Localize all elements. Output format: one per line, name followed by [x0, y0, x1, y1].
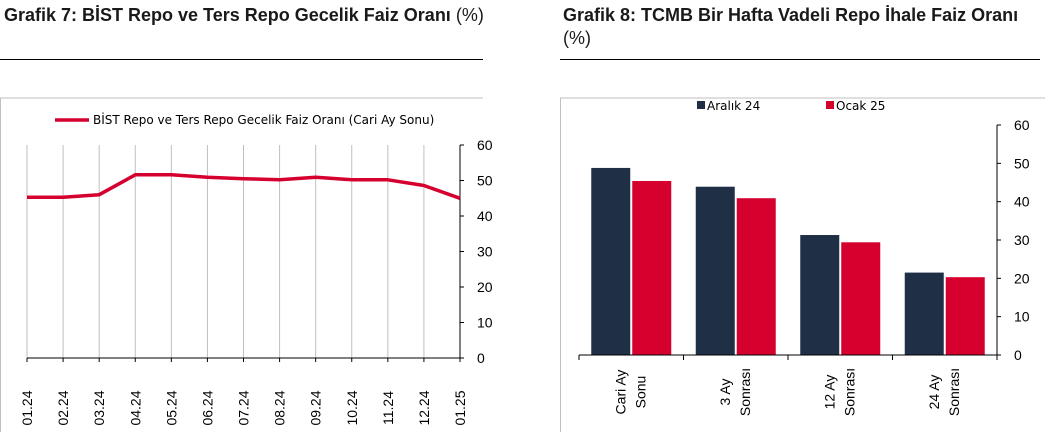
chart8-title-main: Grafik 8: TCMB Bir Hafta Vadeli Repo İha…: [563, 5, 1019, 25]
chart7-y-tick-label: 30: [477, 244, 493, 260]
chart7-x-tick-label: 02.24: [55, 390, 71, 425]
chart8-y-tick-label: 10: [1014, 309, 1030, 325]
chart7-x-tick-label: 03.24: [91, 390, 107, 425]
chart7-y-tick-label: 20: [477, 279, 493, 295]
chart7-x-tick-label: 11.24: [380, 391, 396, 425]
chart8-x-tick-label: 24 Ay: [926, 375, 942, 410]
chart8-x-tick-label: Sonrası: [841, 368, 857, 416]
chart7-y-tick-label: 40: [477, 208, 493, 224]
chart8-title-rule: [560, 59, 1040, 60]
chart8-legend-label: Ocak 25: [836, 99, 885, 113]
chart7-y-tick-label: 0: [477, 350, 485, 366]
chart7-legend-label: BİST Repo ve Ters Repo Gecelik Faiz Oran…: [93, 112, 434, 127]
chart7-x-tick-label: 04.24: [127, 390, 143, 425]
chart8-legend-swatch: [826, 101, 834, 109]
chart8-y-tick-label: 50: [1014, 155, 1030, 171]
chart8-y-tick-label: 60: [1014, 117, 1030, 133]
chart7-x-tick-label: 08.24: [272, 390, 288, 425]
chart7-x-tick-label: 10.24: [344, 390, 360, 425]
chart8-x-tick-label: 12 Ay: [821, 375, 837, 410]
chart8-y-tick-label: 30: [1014, 232, 1030, 248]
chart7-x-tick-label: 07.24: [236, 390, 252, 425]
chart8-x-tick-label: Cari Ay: [612, 370, 628, 415]
chart7-x-tick-label: 12.24: [416, 390, 432, 425]
chart7-y-tick-label: 60: [477, 137, 493, 153]
chart8-bar: [945, 277, 985, 355]
chart8-x-tick-label: 3 Ay: [717, 379, 733, 406]
chart7-x-tick-label: 05.24: [163, 390, 179, 425]
chart8-bar: [736, 198, 776, 355]
chart7-x-tick-label: 06.24: [199, 390, 215, 425]
chart7-title-main: Grafik 7: BİST Repo ve Ters Repo Gecelik…: [4, 5, 451, 25]
chart8-title-unit: (%): [563, 28, 591, 48]
chart8-bar: [632, 180, 672, 355]
chart7-y-tick-label: 10: [477, 315, 493, 331]
chart7-x-tick-label: 01.25: [452, 390, 468, 425]
chart7-series-line: [27, 173, 461, 200]
chart8-legend-swatch: [697, 101, 705, 109]
chart7-title-unit: (%): [455, 5, 484, 25]
chart8-bar: [800, 235, 840, 355]
chart8-y-tick-label: 0: [1014, 347, 1022, 363]
chart8-y-tick-label: 40: [1014, 194, 1030, 210]
chart8-y-tick-label: 20: [1014, 270, 1030, 286]
chart7-y-tick-label: 50: [477, 173, 493, 189]
chart8-x-tick-label: Sonu: [632, 376, 648, 409]
chart7-x-tick-label: 09.24: [308, 390, 324, 425]
chart8-bar: [904, 272, 944, 355]
chart7-title: Grafik 7: BİST Repo ve Ters Repo Gecelik…: [4, 4, 484, 27]
chart8-legend-label: Aralık 24: [707, 99, 760, 113]
chart8-bar: [695, 186, 735, 355]
chart8-x-tick-label: Sonrası: [946, 368, 962, 416]
chart8-bar: [591, 167, 631, 355]
chart8-title: Grafik 8: TCMB Bir Hafta Vadeli Repo İha…: [563, 4, 1033, 50]
chart8-x-tick-label: Sonrası: [737, 368, 753, 416]
chart7-x-tick-label: 01.24: [19, 390, 35, 425]
chart7-title-rule: [0, 59, 483, 60]
chart8-bar: [841, 242, 881, 355]
